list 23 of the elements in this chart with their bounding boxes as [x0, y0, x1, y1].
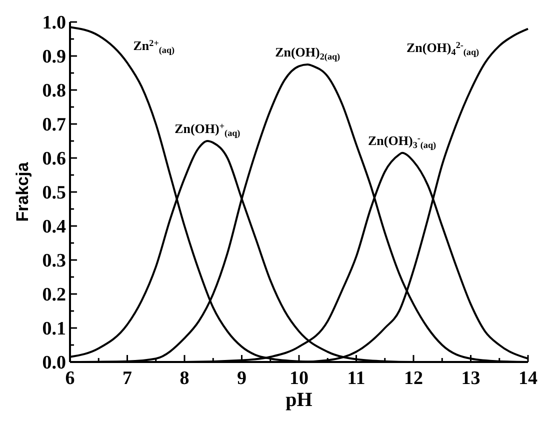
x-tick-label: 8: [180, 368, 190, 389]
y-tick-label: 0.5: [42, 182, 66, 204]
x-tick-label: 13: [461, 368, 480, 389]
y-tick-label: 1.0: [42, 12, 66, 34]
x-axis-title: pH: [286, 389, 313, 411]
y-tick-label: 0.7: [42, 114, 66, 136]
y-tick-label: 0.6: [42, 148, 66, 170]
y-tick-label: 0.8: [42, 80, 66, 102]
x-tick-label: 9: [237, 368, 246, 389]
x-tick-label: 6: [65, 368, 75, 389]
y-tick-label: 0.9: [42, 46, 66, 68]
series-label: Zn(OH)$_{2(aq)}$: [275, 44, 340, 62]
y-tick-label: 0.0: [42, 352, 66, 374]
y-tick-label: 0.4: [42, 216, 66, 238]
y-axis-title: Frakcja: [13, 162, 32, 222]
y-tick-label: 0.3: [42, 250, 66, 272]
x-tick-label: 14: [518, 368, 538, 389]
y-tick-label: 0.2: [42, 284, 66, 306]
x-tick-label: 7: [122, 368, 132, 389]
x-tick-label: 12: [404, 368, 423, 389]
y-tick-label: 0.1: [42, 318, 66, 340]
x-tick-label: 10: [290, 368, 308, 389]
x-tick-label: 11: [347, 368, 366, 389]
